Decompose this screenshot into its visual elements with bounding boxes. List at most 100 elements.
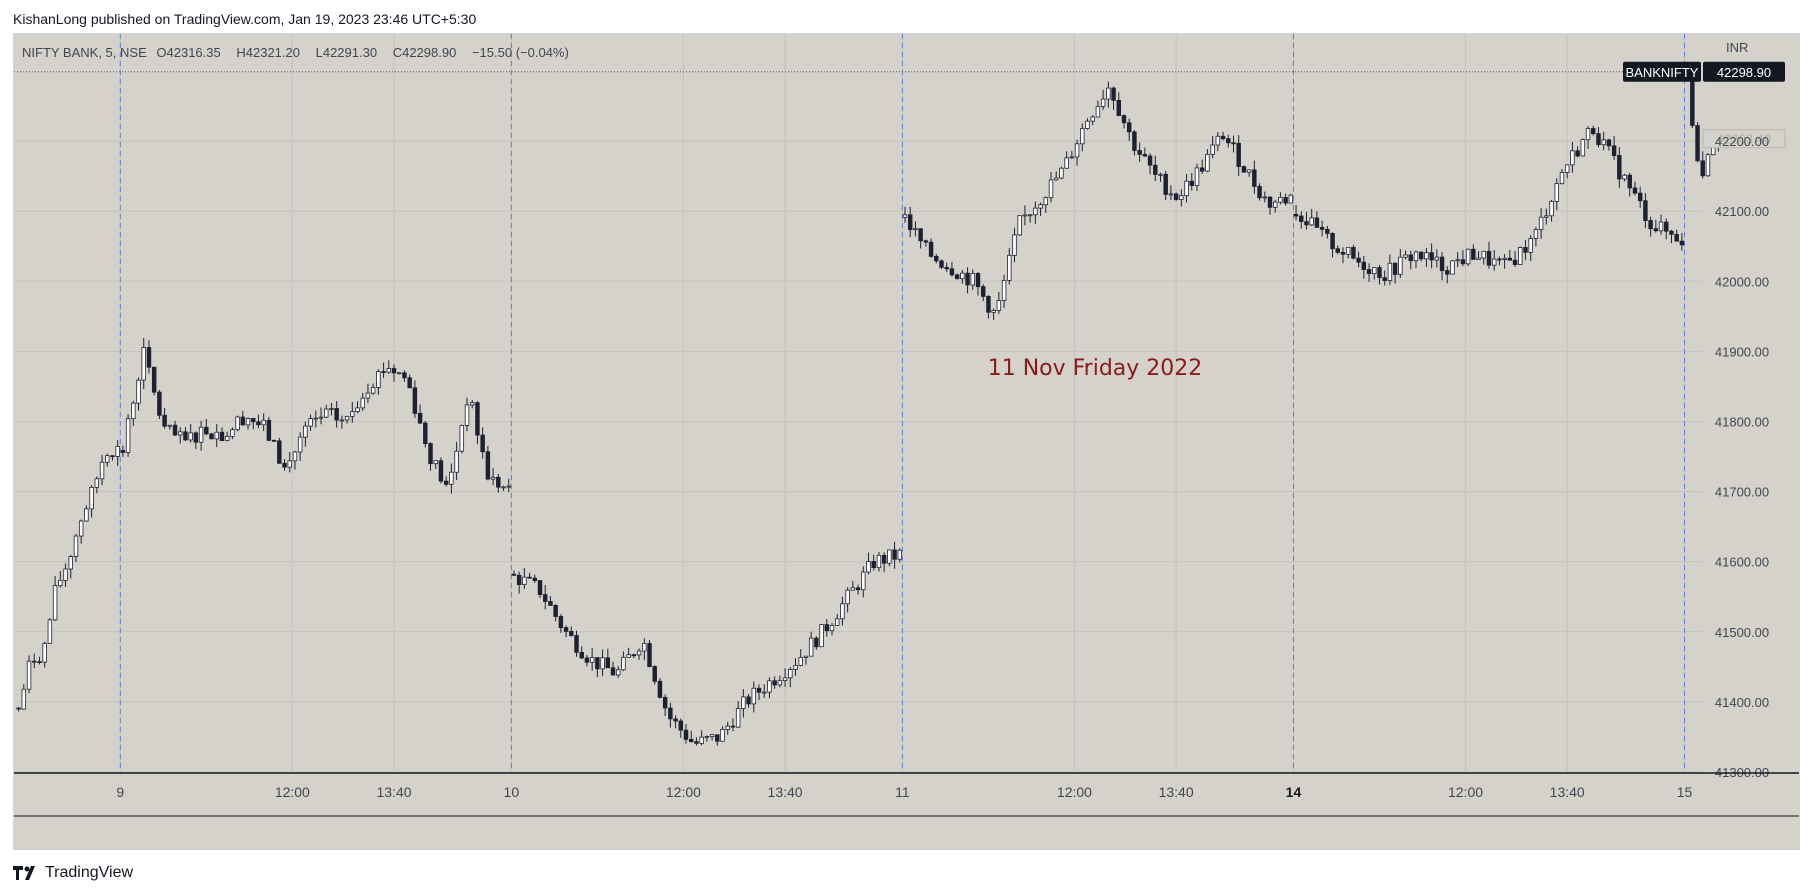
x-tick-label: 10 <box>504 784 520 800</box>
candle-body <box>1481 250 1486 259</box>
candle <box>417 404 423 425</box>
candle-body <box>1095 105 1101 118</box>
candle <box>1272 199 1278 213</box>
candle <box>1658 214 1664 235</box>
candle <box>1377 264 1382 285</box>
candle <box>1153 155 1158 182</box>
candle <box>1580 138 1586 157</box>
candle-body <box>871 561 876 569</box>
close-key: C <box>392 45 403 60</box>
candle-body <box>1622 174 1627 180</box>
candle <box>470 399 475 409</box>
candle-body <box>334 408 339 421</box>
candle-body <box>1137 150 1142 155</box>
candle-body <box>756 687 762 693</box>
candle-body <box>589 657 595 663</box>
candle-body <box>1007 254 1012 281</box>
candle <box>636 648 642 660</box>
publish-info: KishanLong published on TradingView.com,… <box>13 11 476 27</box>
candle-body <box>183 431 188 441</box>
candle <box>167 424 173 430</box>
candle <box>1299 211 1304 229</box>
axes[interactable]: 41300.0041400.0041500.0041600.0041700.00… <box>14 134 1800 817</box>
candle <box>1215 132 1221 152</box>
candle-body <box>1361 261 1367 270</box>
candlestick-chart[interactable]: BANKNIFTY 42298.90 42203.40 INR 11 Nov Frida… <box>14 34 1800 850</box>
candles[interactable] <box>16 66 1721 746</box>
candle <box>1351 244 1356 260</box>
candle <box>996 291 1002 314</box>
candle-body <box>1043 197 1049 206</box>
candle <box>1043 196 1049 214</box>
candle-body <box>1278 197 1283 203</box>
candle <box>668 702 673 728</box>
tradingview-footer[interactable]: TradingView <box>13 864 133 882</box>
candle <box>1106 81 1111 108</box>
candle-body <box>1330 232 1335 250</box>
candle-body <box>1194 167 1200 186</box>
candle <box>553 603 558 622</box>
candle-body <box>282 462 287 468</box>
candle-body <box>683 729 689 740</box>
candle <box>1538 208 1544 239</box>
candle-body <box>694 741 699 744</box>
candle <box>923 239 929 247</box>
candle-body <box>647 643 652 667</box>
low-key: L <box>315 45 323 60</box>
candle <box>1674 229 1679 242</box>
candle-body <box>1575 150 1580 157</box>
candle <box>1606 138 1612 151</box>
candle-body <box>610 667 616 676</box>
candle <box>1246 169 1252 177</box>
candle <box>756 684 762 701</box>
x-tick-label: 12:00 <box>1057 784 1092 800</box>
candle-body <box>788 669 793 679</box>
candle <box>1064 151 1069 169</box>
candle <box>449 463 454 494</box>
candle <box>1585 126 1591 149</box>
candle-body <box>975 273 981 288</box>
candle-body <box>1231 142 1236 145</box>
candle <box>125 414 131 457</box>
candle <box>975 272 981 296</box>
x-tick-label: 12:00 <box>666 784 701 800</box>
candle-body <box>1090 116 1095 122</box>
candle <box>537 580 543 599</box>
candle <box>610 661 616 676</box>
candle-body <box>907 214 913 231</box>
candle <box>1637 186 1643 208</box>
candle <box>1340 247 1346 264</box>
candle <box>1325 225 1330 239</box>
candle-body <box>626 654 631 658</box>
candle <box>73 533 79 562</box>
candle-body <box>1319 226 1325 230</box>
candle <box>42 641 47 668</box>
candle <box>829 622 835 636</box>
candle-body <box>991 310 996 313</box>
candle <box>683 724 689 744</box>
candle <box>1361 255 1367 279</box>
candle <box>855 584 861 595</box>
candle-body <box>720 728 725 742</box>
candle <box>120 445 126 457</box>
candle-body <box>840 603 845 620</box>
candle-body <box>1053 177 1059 181</box>
candle <box>459 424 465 454</box>
candle-body <box>1591 128 1596 135</box>
candle <box>1700 151 1705 179</box>
candle <box>115 440 120 466</box>
candle <box>1507 249 1513 261</box>
candle <box>193 431 199 450</box>
candle <box>954 273 960 280</box>
x-tick-label: 13:40 <box>376 784 411 800</box>
candle-body <box>224 435 230 442</box>
chart-frame[interactable]: BANKNIFTY 42298.90 42203.40 INR 11 Nov Frida… <box>13 33 1800 850</box>
candle-body <box>292 451 298 462</box>
candle <box>715 734 720 746</box>
author-name[interactable]: KishanLong <box>13 11 87 27</box>
candle-body <box>26 660 32 690</box>
candle <box>68 554 73 579</box>
symbol-label[interactable]: NIFTY BANK, 5, NSE <box>22 45 147 60</box>
candle-body <box>1158 173 1163 176</box>
ohlc-legend: NIFTY BANK, 5, NSE O42316.35 H42321.20 L… <box>22 45 575 60</box>
